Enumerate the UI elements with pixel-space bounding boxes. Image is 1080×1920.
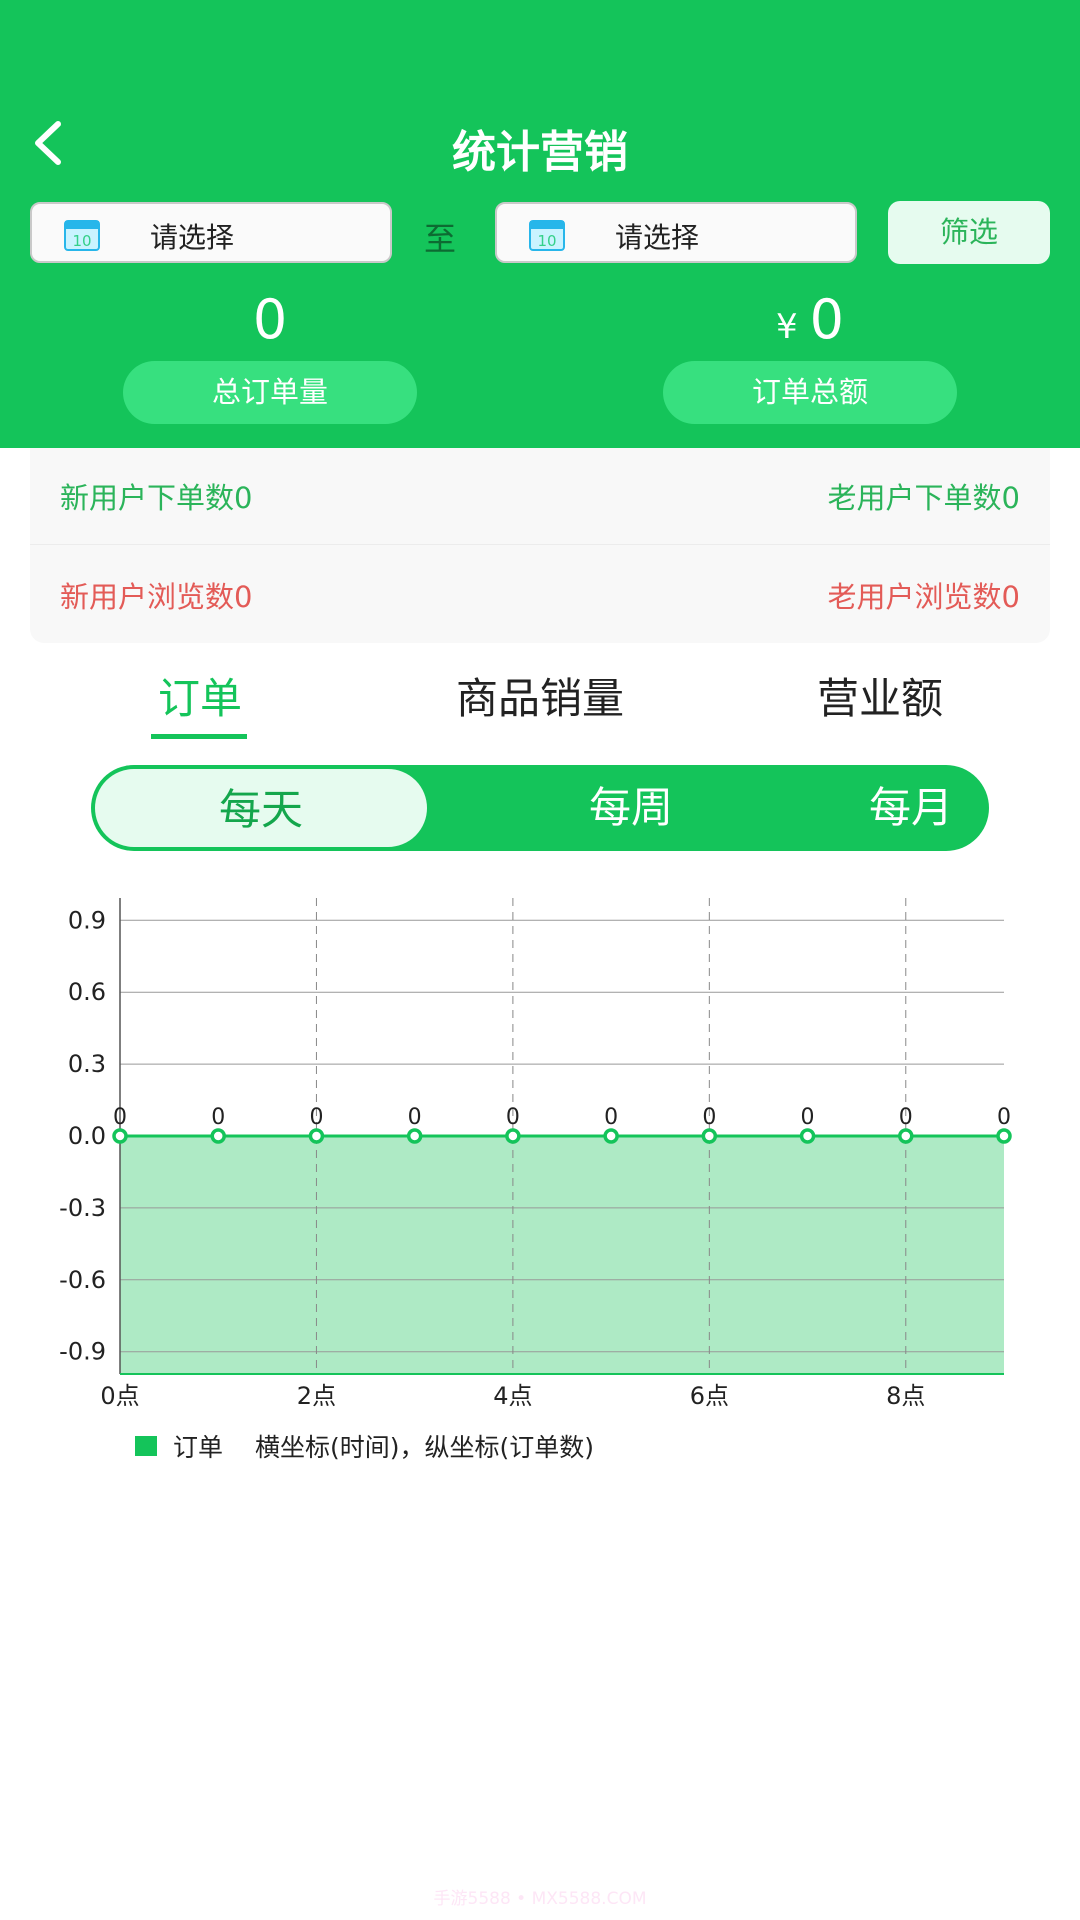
data-point [505, 1128, 521, 1144]
y-tick-label: 0.6 [68, 978, 106, 1006]
calendar-icon: 10 [64, 220, 100, 251]
header: 统计营销 10 请选择 至 10 请选择 筛选 0 ¥0 总订单量 订单总额 [0, 0, 1080, 448]
svg-text:10: 10 [72, 232, 91, 250]
page-title: 统计营销 [452, 127, 628, 178]
x-tick-label: 8点 [886, 1382, 925, 1410]
data-point [701, 1128, 718, 1144]
period-weekly[interactable]: 每周 [588, 783, 673, 832]
x-tick-label: 4点 [493, 1382, 532, 1410]
data-point [112, 1128, 128, 1144]
x-tick-label: 2点 [297, 1382, 336, 1410]
data-label: 0 [211, 1105, 225, 1130]
x-tick-label: 0点 [100, 1382, 139, 1410]
y-tick-label: -0.3 [59, 1194, 106, 1222]
legend-series-label: 订单 [173, 1433, 224, 1462]
period-monthly[interactable]: 每月 [868, 783, 953, 832]
area-fill [120, 1136, 1004, 1374]
active-tab-indicator [151, 734, 247, 739]
data-label: 0 [113, 1105, 127, 1130]
start-date-placeholder: 请选择 [150, 221, 235, 254]
data-label: 0 [702, 1105, 716, 1130]
data-point [406, 1128, 423, 1144]
total-orders-label: 总订单量 [123, 361, 417, 424]
start-date-picker[interactable]: 10 请选择 [30, 202, 392, 263]
period-selector: 每天 每周 每月 [91, 765, 989, 851]
data-label: 0 [604, 1105, 618, 1130]
old-user-views: 老用户浏览数0 [827, 579, 1020, 614]
new-user-orders: 新用户下单数0 [60, 481, 253, 515]
legend-swatch [135, 1436, 157, 1456]
chevron-left-icon [35, 121, 61, 165]
calendar-icon: 10 [529, 220, 565, 251]
data-point [898, 1128, 914, 1144]
tab-orders[interactable]: 订单 [157, 674, 242, 723]
orders-chart: 0.9 0.6 0.3 0.0 -0.3 -0.6 -0.9 0点 2点 4点 6点 8点 0 0 0 0 0 0… [59, 898, 1012, 1410]
svg-text:10: 10 [537, 232, 556, 250]
x-tick-label: 6点 [690, 1382, 729, 1410]
new-user-views: 新用户浏览数0 [60, 579, 253, 614]
total-amount-value: 0 [809, 288, 844, 351]
data-label: 0 [408, 1105, 422, 1130]
currency-symbol: ¥ [776, 307, 798, 347]
end-date-placeholder: 请选择 [615, 221, 700, 254]
back-button[interactable] [28, 118, 68, 168]
chart-legend: 订单 横坐标(时间)，纵坐标(订单数) [135, 1428, 594, 1464]
legend-axis-note: 横坐标(时间)，纵坐标(订单数) [255, 1433, 595, 1462]
data-label: 0 [309, 1105, 323, 1130]
filter-button[interactable]: 筛选 [888, 201, 1050, 264]
y-tick-label: -0.6 [59, 1266, 106, 1294]
data-point [996, 1128, 1012, 1144]
y-tick-label: 0.3 [68, 1050, 106, 1078]
tab-revenue[interactable]: 营业额 [816, 674, 943, 723]
old-user-orders: 老用户下单数0 [827, 481, 1020, 515]
data-label: 0 [506, 1105, 520, 1130]
data-point [603, 1128, 619, 1144]
total-amount: ¥0 [660, 288, 960, 351]
data-point [210, 1128, 226, 1144]
data-label: 0 [801, 1105, 815, 1130]
y-tick-label: 0.9 [68, 906, 106, 934]
data-point [308, 1128, 325, 1144]
tab-product-sales[interactable]: 商品销量 [455, 674, 624, 723]
total-orders-value: 0 [252, 288, 288, 351]
y-tick-label: -0.9 [59, 1338, 106, 1366]
data-point [799, 1128, 816, 1144]
y-tick-label: 0.0 [68, 1122, 106, 1150]
period-daily[interactable]: 每天 [93, 767, 429, 849]
user-stats-card: 新用户下单数0 老用户下单数0 新用户浏览数0 老用户浏览数0 [30, 448, 1050, 643]
data-label: 0 [997, 1105, 1011, 1130]
data-label: 0 [899, 1105, 913, 1130]
watermark: 手游5588 • MX5588.COM [433, 1889, 647, 1909]
total-amount-label: 订单总额 [663, 361, 957, 424]
to-label: 至 [424, 220, 457, 258]
end-date-picker[interactable]: 10 请选择 [495, 202, 857, 263]
